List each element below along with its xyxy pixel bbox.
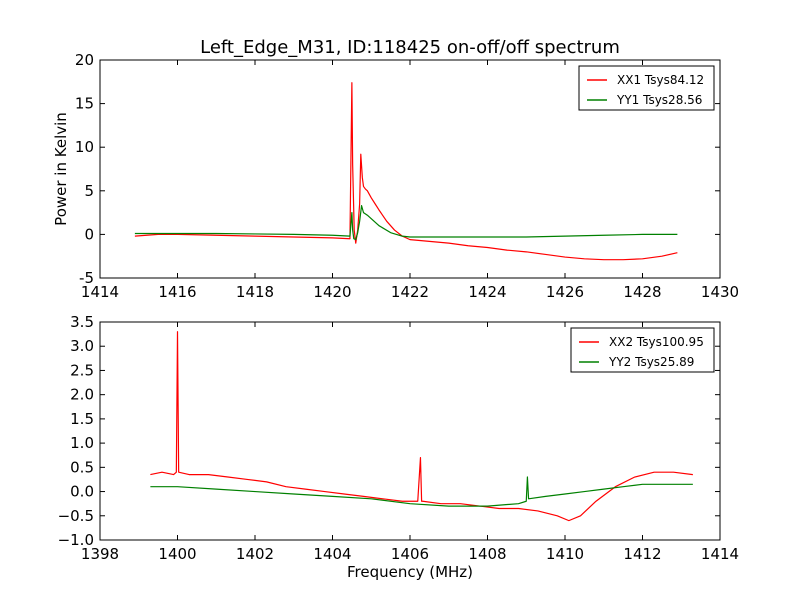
y-tick-label: 1.0 xyxy=(70,434,94,452)
legend-label: YY1 Tsys28.56 xyxy=(616,93,702,107)
series-line-xx-panel-2 xyxy=(150,331,693,522)
x-tick-label: 1412 xyxy=(623,545,661,563)
y-axis-label: Power in Kelvin xyxy=(52,112,70,226)
legend-label: XX2 Tsys100.95 xyxy=(609,335,704,349)
y-tick-label: 3.5 xyxy=(70,313,94,331)
y-tick-label: 3.0 xyxy=(70,337,94,355)
x-tick-label: 1410 xyxy=(546,545,584,563)
x-tick-label: 1416 xyxy=(158,283,196,301)
x-tick-label: 1428 xyxy=(623,283,661,301)
y-tick-label: 15 xyxy=(75,95,94,113)
legend-box xyxy=(570,327,715,373)
x-tick-label: 1418 xyxy=(236,283,274,301)
y-tick-label: -5 xyxy=(79,269,94,287)
chart-title: Left_Edge_M31, ID:118425 on-off/off spec… xyxy=(200,37,620,58)
y-tick-label: 2.0 xyxy=(70,386,94,404)
y-tick-label: 0.0 xyxy=(70,483,94,501)
y-tick-label: 10 xyxy=(75,138,94,156)
legend-label: XX1 Tsys84.12 xyxy=(617,73,704,87)
x-tick-label: 1414 xyxy=(701,545,739,563)
legend-label: YY2 Tsys25.89 xyxy=(608,355,694,369)
x-tick-label: 1420 xyxy=(313,283,351,301)
y-tick-label: −1.0 xyxy=(58,531,94,549)
y-tick-label: 1.5 xyxy=(70,410,94,428)
x-tick-label: 1426 xyxy=(546,283,584,301)
y-tick-label: 0.5 xyxy=(70,458,94,476)
y-tick-label: 5 xyxy=(84,182,94,200)
x-tick-label: 1406 xyxy=(391,545,429,563)
x-tick-label: 1404 xyxy=(313,545,351,563)
y-tick-label: 2.5 xyxy=(70,361,94,379)
x-tick-label: 1402 xyxy=(236,545,274,563)
series-line-yy-panel-1 xyxy=(134,205,678,241)
top-panel: 1414 1416 1418 1420 1422 1424 1426 1428 1430 -5 0 5… xyxy=(52,51,739,301)
bottom-panel: 1398 1400 1402 1404 1406 1408 1410 1412 1414 −1.0… xyxy=(58,313,740,563)
legend-box xyxy=(578,65,715,111)
x-tick-label: 1400 xyxy=(158,545,196,563)
y-tick-label: 20 xyxy=(75,51,94,69)
x-tick-label: 1408 xyxy=(468,545,506,563)
series-line-yy-panel-2 xyxy=(150,476,693,507)
x-tick-label: 1398 xyxy=(81,545,119,563)
x-tick-label: 1414 xyxy=(81,283,119,301)
x-tick-label: 1422 xyxy=(391,283,429,301)
x-tick-label: 1430 xyxy=(701,283,739,301)
x-axis-label: Frequency (MHz) xyxy=(347,563,473,581)
series-line-xx-panel-1 xyxy=(134,82,678,261)
y-tick-label: 0 xyxy=(84,225,94,243)
x-tick-label: 1424 xyxy=(468,283,506,301)
y-tick-label: −0.5 xyxy=(58,507,94,525)
